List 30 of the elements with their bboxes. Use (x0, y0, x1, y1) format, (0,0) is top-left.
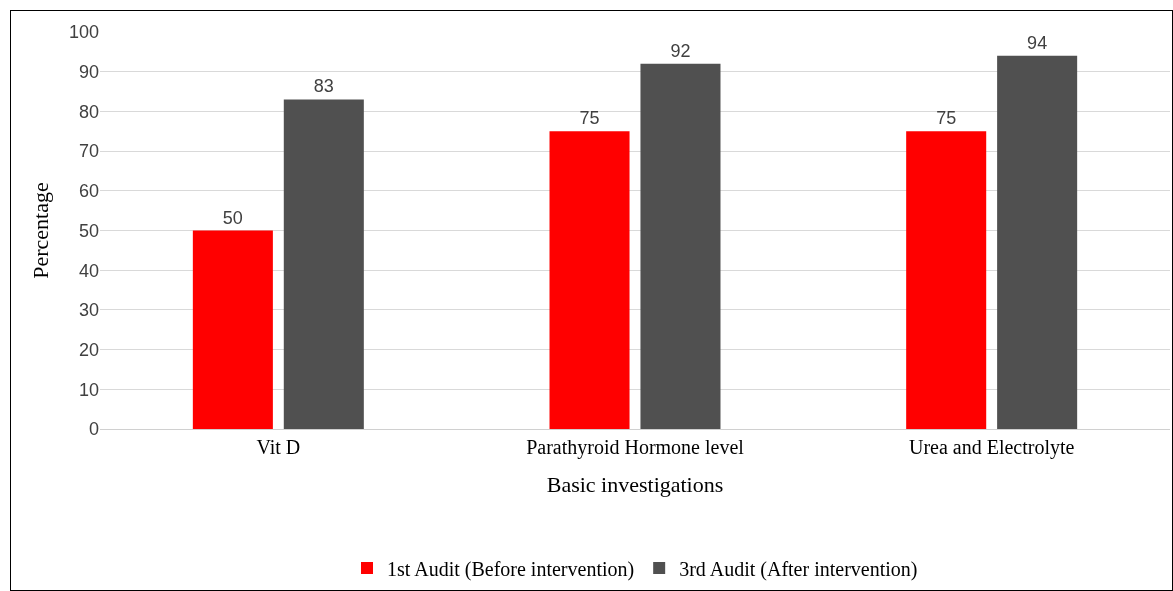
legend-label: 1st Audit (Before intervention) (387, 557, 635, 581)
y-axis-title: Percentage (27, 182, 53, 279)
bar (192, 230, 273, 429)
bar (997, 55, 1078, 429)
y-tick-label: 10 (78, 379, 99, 400)
y-tick-label: 20 (78, 339, 99, 360)
x-tick-label: Parathyroid Hormone level (526, 436, 745, 459)
y-tick-label: 40 (78, 260, 99, 281)
data-label: 92 (670, 40, 691, 61)
data-label: 94 (1027, 32, 1048, 53)
bar (549, 131, 630, 429)
bar (906, 131, 987, 429)
data-label: 50 (222, 207, 243, 228)
y-tick-label: 0 (88, 419, 99, 440)
y-tick-label: 50 (78, 220, 99, 241)
x-axis-title: Basic investigations (546, 471, 724, 497)
y-tick-label: 60 (78, 181, 99, 202)
data-label: 75 (579, 108, 600, 129)
bar (283, 99, 364, 429)
data-label: 75 (936, 108, 957, 129)
y-tick-label: 30 (78, 300, 99, 321)
y-tick-label: 80 (78, 101, 99, 122)
y-tick-label: 90 (78, 62, 99, 82)
bar (640, 63, 721, 429)
y-tick-label: 70 (78, 141, 99, 162)
legend-label: 3rd Audit (After intervention) (679, 557, 918, 581)
x-tick-label: Vit D (256, 436, 301, 458)
y-tick-label: 100 (68, 22, 99, 43)
data-label: 83 (313, 76, 334, 97)
x-tick-label: Urea and Electrolyte (908, 436, 1075, 459)
